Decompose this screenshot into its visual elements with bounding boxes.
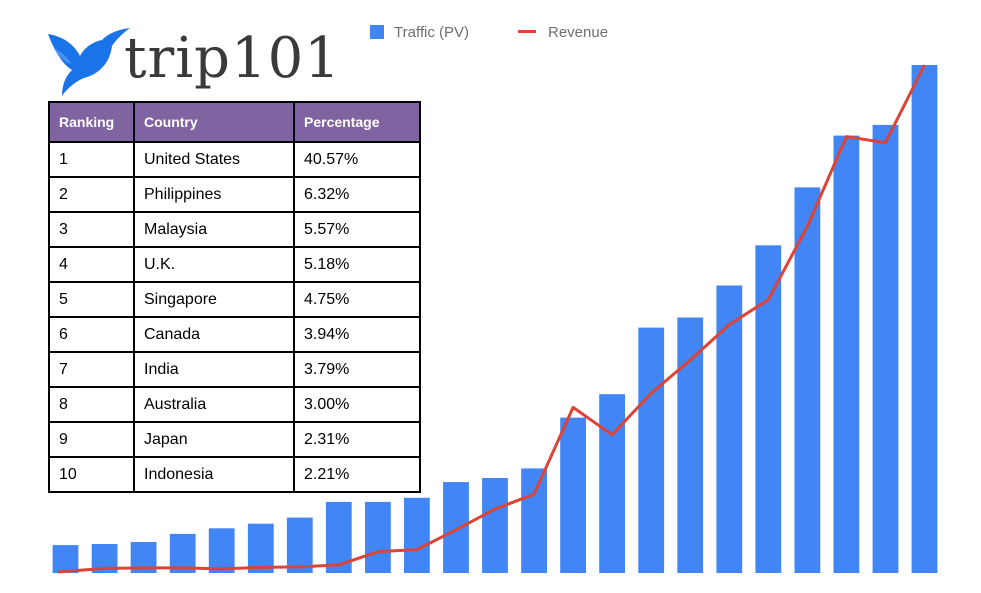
ranking-cell: 8 <box>48 386 135 423</box>
percentage-cell: 2.21% <box>293 456 421 493</box>
percentage-cell: 6.32% <box>293 176 421 213</box>
percentage-cell: 5.57% <box>293 211 421 248</box>
legend-item-traffic: Traffic (PV) <box>370 24 469 41</box>
traffic-bar <box>599 394 625 573</box>
country-cell: Australia <box>133 386 295 423</box>
traffic-bar <box>52 545 79 573</box>
country-cell: Indonesia <box>133 456 295 493</box>
legend-label-revenue: Revenue <box>548 24 609 41</box>
ranking-cell: 1 <box>48 141 135 178</box>
traffic-bar <box>521 468 547 573</box>
traffic-bar <box>833 135 860 573</box>
legend-swatch-revenue <box>518 30 536 33</box>
table-row: 8 Australia 3.00% <box>48 386 421 423</box>
traffic-bar <box>404 497 430 573</box>
table-row: 10 Indonesia 2.21% <box>48 456 421 493</box>
ranking-cell: 9 <box>48 421 135 458</box>
traffic-bar <box>286 517 313 573</box>
table-row: 4 U.K. 5.18% <box>48 246 421 283</box>
bird-logo-icon <box>48 28 130 96</box>
table-row: 3 Malaysia 5.57% <box>48 211 421 248</box>
table-row: 7 India 3.79% <box>48 351 421 388</box>
ranking-cell: 2 <box>48 176 135 213</box>
country-cell: Singapore <box>133 281 295 318</box>
country-ranking-table: Ranking Country Percentage 1 United State… <box>48 101 421 493</box>
table-header-row: Ranking Country Percentage <box>48 101 421 143</box>
trip101-logo: trip101 <box>44 18 344 98</box>
country-cell: Malaysia <box>133 211 295 248</box>
ranking-cell: 4 <box>48 246 135 283</box>
traffic-bar <box>755 245 782 574</box>
traffic-bar <box>911 65 938 573</box>
traffic-bar <box>872 124 899 574</box>
traffic-bar <box>365 501 391 573</box>
table-row: 9 Japan 2.31% <box>48 421 421 458</box>
ranking-cell: 3 <box>48 211 135 248</box>
legend-swatch-traffic <box>370 25 384 39</box>
country-cell: India <box>133 351 295 388</box>
header-ranking: Ranking <box>48 101 135 143</box>
traffic-bar <box>560 417 586 573</box>
percentage-cell: 3.94% <box>293 316 421 353</box>
traffic-bar <box>677 317 704 573</box>
ranking-cell: 6 <box>48 316 135 353</box>
country-cell: United States <box>133 141 295 178</box>
revenue-line <box>57 64 926 574</box>
traffic-bar <box>716 285 743 573</box>
percentage-cell: 3.00% <box>293 386 421 423</box>
legend-item-revenue: Revenue <box>518 24 608 41</box>
header-country: Country <box>133 101 295 143</box>
traffic-bar <box>482 478 508 573</box>
percentage-cell: 3.79% <box>293 351 421 388</box>
traffic-bar <box>794 187 821 573</box>
table-row: 2 Philippines 6.32% <box>48 176 421 213</box>
traffic-bar <box>443 482 469 573</box>
country-cell: Canada <box>133 316 295 353</box>
percentage-cell: 40.57% <box>293 141 421 178</box>
table-row: 5 Singapore 4.75% <box>48 281 421 318</box>
country-cell: Japan <box>133 421 295 458</box>
ranking-cell: 5 <box>48 281 135 318</box>
legend-label-traffic: Traffic (PV) <box>394 24 470 41</box>
table-row: 6 Canada 3.94% <box>48 316 421 353</box>
percentage-cell: 5.18% <box>293 246 421 283</box>
ranking-cell: 7 <box>48 351 135 388</box>
country-cell: U.K. <box>133 246 295 283</box>
traffic-bar <box>208 528 235 573</box>
percentage-cell: 4.75% <box>293 281 421 318</box>
country-cell: Philippines <box>133 176 295 213</box>
header-percentage: Percentage <box>293 101 421 143</box>
traffic-bar <box>247 523 274 573</box>
logo-text: trip101 <box>124 26 341 91</box>
percentage-cell: 2.31% <box>293 421 421 458</box>
ranking-cell: 10 <box>48 456 135 493</box>
traffic-bar <box>638 327 665 573</box>
table-row: 1 United States 40.57% <box>48 141 421 178</box>
